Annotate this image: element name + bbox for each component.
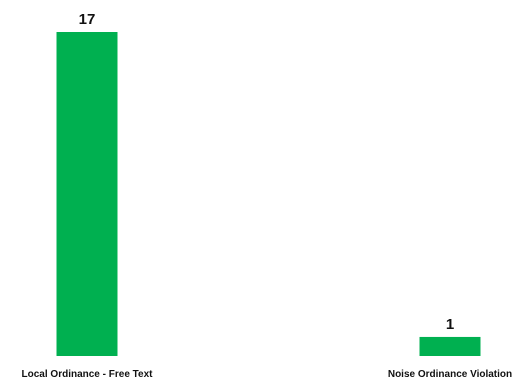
bars-group [56,32,481,356]
bar-0 [56,32,118,356]
category-label-1: Noise Ordinance Violation [388,369,512,380]
data-label-1: 1 [446,316,454,333]
category-label-0: Local Ordinance - Free Text [22,369,154,380]
data-label-0: 17 [79,11,96,28]
value-labels-group: 17 1 [79,11,455,333]
bar-1 [419,336,481,356]
category-labels-group: Local Ordinance - Free Text Noise Ordinan… [22,369,513,380]
